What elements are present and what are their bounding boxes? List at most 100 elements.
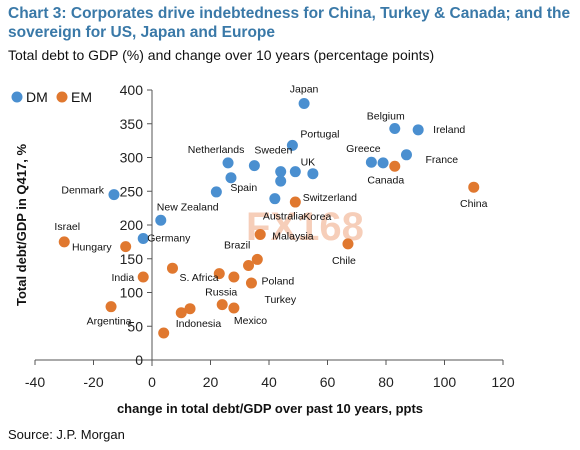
- point-label: Spain: [230, 182, 257, 194]
- legend-marker-em: [56, 91, 68, 103]
- point-label: Russia: [205, 287, 237, 299]
- point-label: Canada: [367, 174, 404, 186]
- point-label: Switzerland: [303, 192, 357, 204]
- point-dm: [155, 214, 167, 226]
- point-em: [468, 181, 480, 193]
- point-dm: [389, 122, 401, 134]
- point-em: [342, 238, 354, 250]
- point-label: Germany: [147, 233, 191, 245]
- point-label: Sweden: [254, 145, 292, 157]
- point-label: Turkey: [264, 294, 296, 306]
- point-em: [184, 303, 196, 315]
- y-tick-label: 350: [120, 116, 144, 132]
- x-tick-label: 80: [378, 374, 394, 390]
- point-em: [243, 260, 255, 271]
- point-label: Malaysia: [272, 230, 314, 242]
- point-label: China: [460, 198, 488, 210]
- point-label: Ireland: [433, 124, 465, 136]
- y-tick-label: 300: [120, 150, 144, 166]
- x-tick-label: -20: [83, 374, 103, 390]
- point-em: [228, 271, 240, 283]
- point-em: [289, 196, 301, 208]
- y-tick-label: 0: [135, 352, 143, 368]
- point-label: Korea: [303, 211, 331, 223]
- chart-source: Source: J.P. Morgan: [8, 427, 125, 442]
- point-em: [105, 301, 117, 313]
- point-dm: [269, 193, 281, 205]
- x-axis-title: change in total debt/GDP over past 10 ye…: [117, 401, 423, 416]
- point-em: [158, 327, 170, 339]
- point-dm: [400, 149, 412, 161]
- point-dm: [222, 157, 234, 169]
- point-label: Australia: [263, 211, 304, 223]
- y-tick-label: 50: [127, 318, 143, 334]
- point-label: Denmark: [61, 185, 104, 197]
- legend: DM EM: [11, 89, 92, 105]
- point-label: Poland: [262, 276, 295, 288]
- point-dm: [275, 175, 287, 187]
- x-tick-label: 20: [203, 374, 219, 390]
- point-labels: Japan Belgium Ireland Portugal Netherlands Gr…: [54, 84, 487, 331]
- point-dm: [412, 124, 424, 136]
- point-label: India: [111, 272, 134, 284]
- point-dm: [137, 233, 149, 244]
- y-axis-title: Total debt/GDP in Q417, %: [14, 144, 29, 306]
- point-label: Brazil: [224, 239, 250, 251]
- point-dm: [307, 168, 319, 180]
- point-dm: [298, 98, 310, 109]
- point-label: Hungary: [72, 242, 112, 254]
- point-dm: [210, 186, 222, 198]
- point-label: Indonesia: [176, 318, 222, 330]
- point-em: [137, 271, 149, 283]
- point-em: [216, 299, 228, 311]
- point-em: [213, 268, 225, 280]
- point-label: S. Africa: [179, 272, 218, 284]
- point-dm: [248, 160, 260, 172]
- y-tick-label: 150: [120, 251, 144, 267]
- chart-subtitle: Total debt to GDP (%) and change over 10…: [8, 47, 435, 63]
- legend-label-dm: DM: [26, 89, 48, 105]
- data-points: [58, 98, 480, 339]
- legend-marker-dm: [11, 91, 23, 103]
- x-tick-label: 100: [433, 374, 457, 390]
- point-dm: [365, 156, 377, 168]
- point-label: Japan: [290, 84, 319, 96]
- point-label: Netherlands: [188, 144, 245, 156]
- point-em: [120, 241, 132, 253]
- point-em: [245, 277, 257, 289]
- point-label: Chile: [332, 255, 356, 267]
- y-tick-label: 250: [120, 183, 144, 199]
- point-em: [175, 307, 187, 319]
- x-tick-label: 40: [261, 374, 277, 390]
- point-em: [254, 228, 266, 240]
- x-tick-label: 0: [148, 374, 156, 390]
- point-label: New Zealand: [157, 201, 219, 213]
- point-dm: [289, 166, 301, 178]
- point-label: France: [425, 154, 458, 166]
- point-label: Mexico: [234, 315, 267, 327]
- point-dm: [275, 166, 287, 178]
- y-tick-label: 100: [120, 285, 144, 301]
- point-dm: [108, 189, 120, 201]
- point-label: Argentina: [87, 316, 132, 328]
- point-em: [251, 253, 263, 265]
- axes: 0 50 100 150 200 250 300 350 400 -40 -20 0 20 40 60 80 1…: [25, 82, 515, 390]
- point-label: Belgium: [367, 110, 405, 122]
- point-dm: [225, 172, 237, 184]
- chart-title: Chart 3: Corporates drive indebtedness f…: [8, 5, 571, 41]
- point-em: [58, 236, 70, 248]
- point-label: Israel: [54, 221, 80, 233]
- x-tick-label: -40: [25, 374, 45, 390]
- point-label: Portugal: [300, 128, 339, 140]
- x-tick-label: 120: [491, 374, 515, 390]
- point-label: Greece: [346, 143, 381, 155]
- x-tick-label: 60: [320, 374, 336, 390]
- point-label: UK: [301, 157, 316, 169]
- point-em: [228, 302, 240, 314]
- point-dm: [377, 157, 389, 169]
- legend-label-em: EM: [71, 89, 92, 105]
- point-em: [389, 160, 401, 172]
- point-dm: [286, 139, 298, 151]
- y-tick-label: 400: [120, 82, 144, 98]
